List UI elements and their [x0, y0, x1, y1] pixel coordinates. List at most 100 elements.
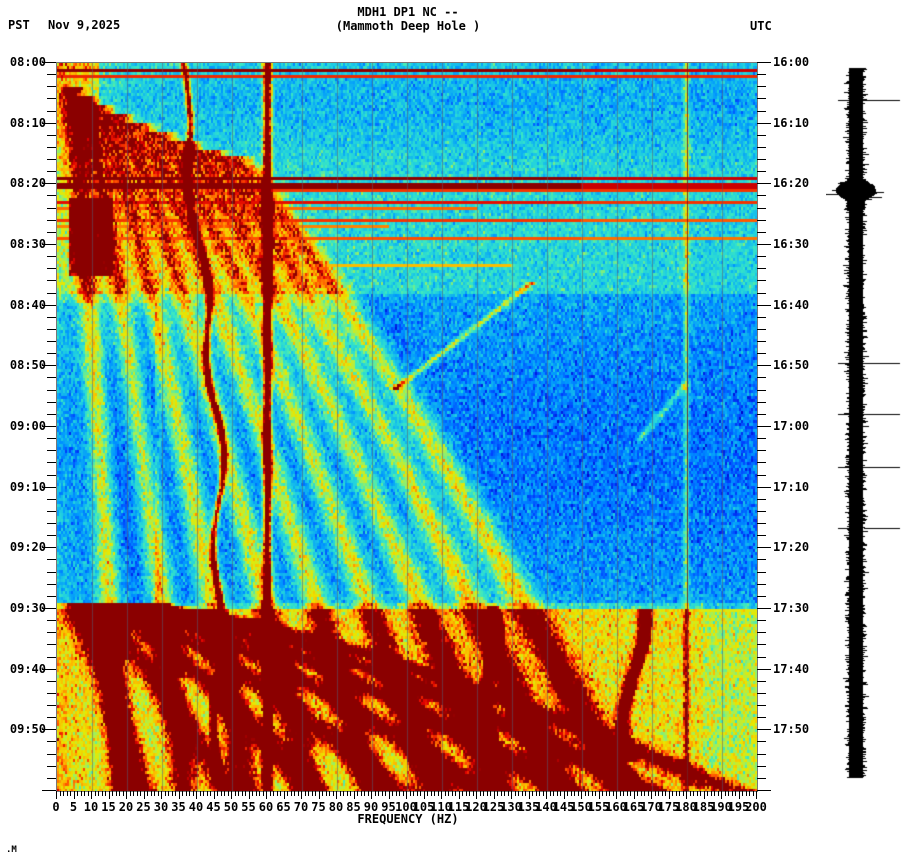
frequency-tick	[486, 791, 488, 796]
frequency-tick	[199, 791, 201, 796]
header-timezone-right: UTC	[750, 19, 772, 33]
frequency-tick	[420, 791, 421, 796]
time-tick-left	[47, 268, 56, 270]
frequency-tick	[700, 791, 701, 796]
frequency-tick	[752, 791, 754, 796]
frequency-tick-label: 85	[346, 800, 361, 814]
frequency-tick	[350, 791, 351, 796]
frequency-tick	[182, 791, 183, 796]
time-tick-left	[47, 86, 56, 88]
frequency-tick	[301, 791, 302, 799]
frequency-tick	[745, 791, 747, 796]
time-tick-right	[757, 86, 766, 88]
time-tick-left	[47, 401, 56, 403]
frequency-tick-label: 5	[69, 800, 78, 814]
time-tick-right	[757, 159, 766, 161]
frequency-tick	[252, 791, 253, 796]
frequency-tick	[605, 791, 607, 796]
header-date: Nov 9,2025	[48, 18, 121, 32]
frequency-tick	[444, 791, 446, 796]
time-label-utc: 17:50	[773, 722, 810, 737]
frequency-tick	[549, 791, 551, 796]
frequency-tick	[441, 791, 442, 799]
time-label-utc: 17:40	[773, 661, 810, 676]
frequency-tick	[490, 791, 491, 796]
frequency-tick	[644, 791, 645, 796]
frequency-tick	[588, 791, 589, 796]
time-tick-left	[47, 777, 56, 779]
frequency-tick	[157, 791, 159, 796]
frequency-tick	[731, 791, 733, 796]
frequency-tick	[161, 791, 162, 799]
frequency-tick	[332, 791, 334, 796]
time-tick-left	[47, 341, 56, 343]
frequency-tick	[493, 791, 495, 799]
frequency-tick-label: 190	[710, 800, 732, 814]
frequency-tick	[591, 791, 593, 796]
frequency-tick	[756, 791, 757, 799]
frequency-tick	[147, 791, 148, 796]
frequency-tick-label: 115	[447, 800, 470, 814]
frequency-tick	[521, 791, 523, 796]
frequency-tick	[721, 791, 722, 799]
frequency-tick	[570, 791, 572, 796]
frequency-tick	[553, 791, 554, 796]
frequency-tick	[598, 791, 600, 799]
frequency-tick	[140, 791, 141, 796]
frequency-tick	[546, 791, 547, 799]
frequency-tick-label: 65	[276, 800, 291, 814]
frequency-tick-label: 175	[657, 800, 680, 814]
frequency-tick	[259, 791, 260, 796]
frequency-tick	[80, 791, 82, 796]
frequency-tick	[689, 791, 691, 796]
time-tick-right	[757, 292, 766, 294]
time-tick-left	[47, 171, 56, 173]
frequency-tick	[56, 791, 57, 799]
frequency-tick	[707, 791, 708, 796]
frequency-tick	[371, 791, 372, 799]
time-tick-right	[757, 668, 771, 670]
time-tick-left	[47, 474, 56, 476]
time-label-utc: 17:00	[773, 419, 810, 433]
time-label-utc: 17:20	[773, 540, 810, 555]
frequency-tick-label: 90	[363, 800, 379, 814]
header-timezone-left: PST	[8, 18, 30, 32]
time-tick-left	[42, 304, 56, 306]
frequency-tick	[724, 791, 726, 796]
frequency-tick-label: 45	[206, 800, 221, 814]
time-tick-right	[757, 122, 771, 124]
frequency-tick	[507, 791, 509, 796]
frequency-tick	[630, 791, 631, 796]
frequency-tick	[455, 791, 456, 796]
frequency-tick-label: 35	[171, 800, 186, 814]
frequency-tick	[703, 791, 705, 799]
frequency-tick-label: 0	[52, 800, 60, 814]
frequency-tick	[154, 791, 155, 796]
frequency-tick	[693, 791, 694, 796]
time-tick-right	[757, 644, 766, 646]
frequency-tick	[217, 791, 218, 796]
frequency-tick	[105, 791, 106, 796]
spectrogram-image	[57, 63, 757, 791]
spectrogram-plot-area[interactable]	[56, 62, 758, 792]
frequency-tick	[665, 791, 666, 796]
time-tick-right	[757, 110, 766, 112]
frequency-tick	[287, 791, 288, 796]
frequency-tick	[364, 791, 365, 796]
frequency-tick	[269, 791, 271, 796]
time-tick-right	[757, 510, 766, 512]
time-tick-right	[757, 741, 766, 743]
frequency-tick	[451, 791, 453, 796]
frequency-tick	[357, 791, 358, 796]
frequency-tick	[220, 791, 222, 796]
time-tick-left	[47, 98, 56, 100]
frequency-tick	[647, 791, 649, 796]
time-tick-left	[47, 195, 56, 197]
frequency-tick	[423, 791, 425, 799]
frequency-tick	[651, 791, 652, 799]
frequency-tick-label: 10	[83, 800, 99, 814]
time-tick-right	[757, 729, 771, 731]
time-tick-left	[47, 595, 56, 597]
frequency-tick	[122, 791, 124, 796]
frequency-tick	[112, 791, 113, 796]
